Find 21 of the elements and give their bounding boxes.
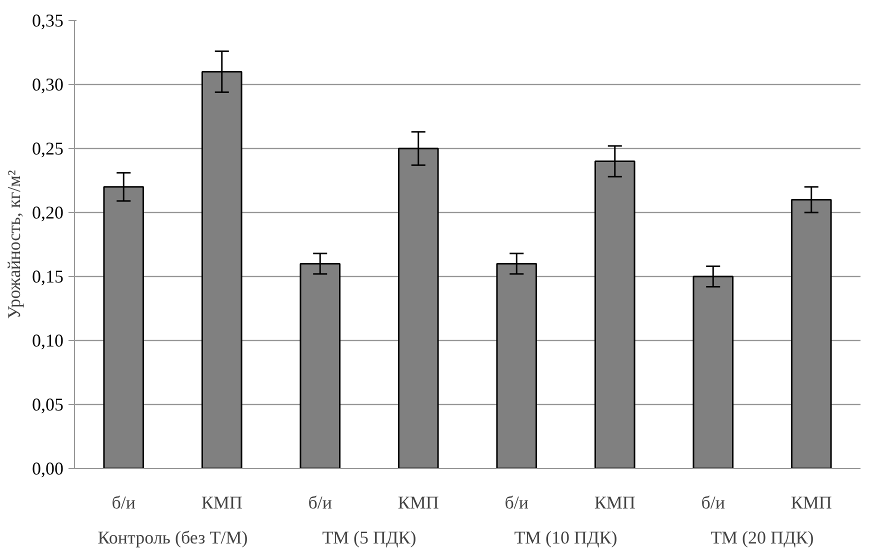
y-tick-label: 0,00 xyxy=(32,458,64,478)
y-tick-label: 0,15 xyxy=(32,266,64,286)
x-tick-label: б/и xyxy=(308,492,332,512)
x-tick-label: б/и xyxy=(504,492,529,512)
text: ТМ (20 ПДК) xyxy=(710,528,814,548)
y-tick-label: 0,20 xyxy=(32,202,64,222)
y-tick-label: 0,35 xyxy=(32,10,64,30)
y-tick-label: 0,05 xyxy=(32,394,64,414)
x-tick-label: КМП xyxy=(201,492,242,512)
text: Контроль (без Т/М) xyxy=(98,528,248,548)
y-tick-label: 0,30 xyxy=(32,74,64,94)
x-tick-label: КМП xyxy=(594,492,636,512)
y-axis-title: Урожайность, кг/м² xyxy=(4,170,24,319)
text: ТМ (5 ПДК) xyxy=(322,528,416,548)
y-tick-label: 0,25 xyxy=(32,138,64,158)
x-tick-label: б/и xyxy=(112,492,136,512)
x-tick-label: КМП xyxy=(790,492,832,512)
y-tick-label: 0,10 xyxy=(32,330,64,350)
x-tick-label: б/и xyxy=(701,492,726,512)
text: ТМ (10 ПДК) xyxy=(514,528,618,548)
x-tick-label: КМП xyxy=(398,492,439,512)
